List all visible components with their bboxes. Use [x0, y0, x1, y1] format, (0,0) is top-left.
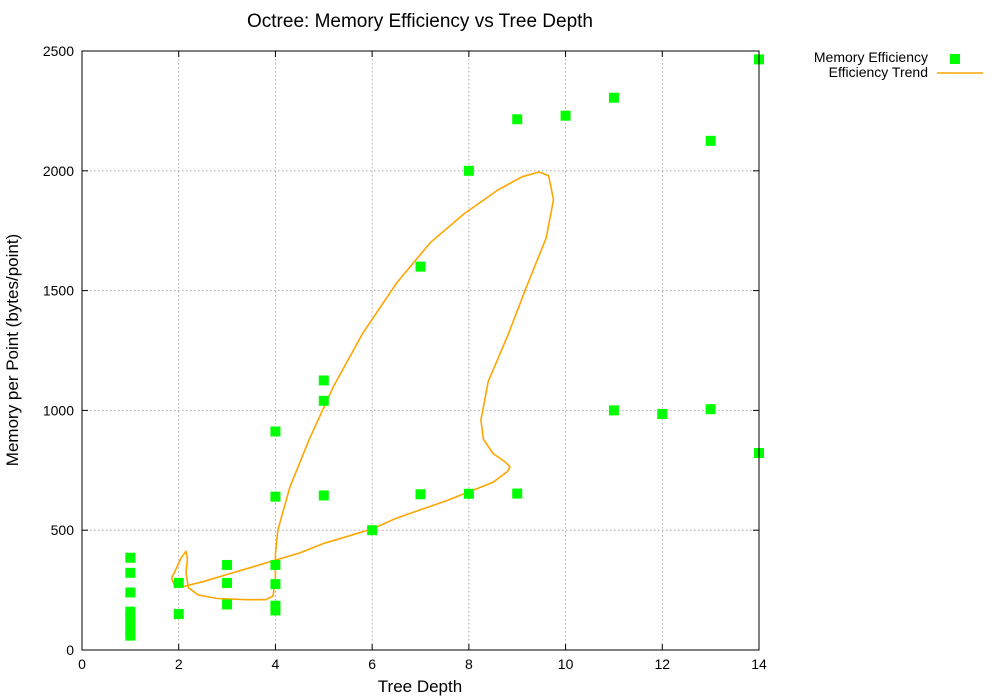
- trend-line-group: [170, 171, 555, 601]
- plot-frame: [81, 50, 760, 651]
- data-point: [270, 491, 281, 502]
- data-point: [318, 395, 329, 406]
- x-tick-label: 6: [368, 656, 376, 672]
- x-tick-label: 10: [558, 656, 574, 672]
- legend-label-memory-efficiency: Memory Efficiency: [814, 49, 928, 65]
- data-point: [463, 488, 474, 499]
- data-point: [125, 619, 136, 630]
- data-point: [125, 606, 136, 617]
- data-point: [415, 261, 426, 272]
- x-tick-labels: 0 2 4 6 8 10 12 14: [78, 656, 767, 672]
- legend: Memory Efficiency Efficiency Trend: [814, 49, 983, 80]
- x-axis-label: Tree Depth: [378, 677, 462, 696]
- data-point: [173, 609, 184, 620]
- data-point: [125, 587, 136, 598]
- data-point: [705, 135, 716, 146]
- axis-ticks: [81, 50, 760, 651]
- data-point: [463, 165, 474, 176]
- data-point: [657, 408, 668, 419]
- y-tick-labels: 0 500 1000 1500 2000 2500: [43, 43, 74, 658]
- x-tick-label: 12: [654, 656, 670, 672]
- x-tick-label: 8: [465, 656, 473, 672]
- y-axis-label: Memory per Point (bytes/point): [3, 234, 22, 466]
- data-point: [125, 630, 136, 641]
- data-point: [222, 599, 233, 610]
- data-point: [705, 404, 716, 415]
- data-point: [318, 375, 329, 386]
- data-point: [222, 559, 233, 570]
- legend-swatch-memory-efficiency: [950, 54, 960, 64]
- data-point: [608, 92, 619, 103]
- data-point: [173, 577, 184, 588]
- y-tick-label: 500: [51, 522, 75, 538]
- y-tick-label: 1500: [43, 283, 74, 299]
- legend-label-efficiency-trend: Efficiency Trend: [829, 64, 928, 80]
- data-point: [270, 426, 281, 437]
- data-point: [318, 490, 329, 501]
- y-tick-label: 0: [66, 642, 74, 658]
- data-point: [560, 110, 571, 121]
- x-tick-label: 14: [751, 656, 767, 672]
- data-point: [415, 489, 426, 500]
- scatter-points: [125, 54, 764, 641]
- y-tick-label: 2500: [43, 43, 74, 59]
- data-point: [125, 612, 136, 623]
- data-point: [512, 488, 523, 499]
- efficiency-trend-line: [170, 171, 555, 601]
- data-point: [125, 552, 136, 563]
- data-point: [512, 114, 523, 125]
- x-tick-label: 2: [175, 656, 183, 672]
- grid-lines: [82, 51, 759, 650]
- data-point: [270, 605, 281, 616]
- data-point: [125, 567, 136, 578]
- data-point: [608, 405, 619, 416]
- data-point: [367, 525, 378, 536]
- x-tick-label: 0: [78, 656, 86, 672]
- data-point: [222, 577, 233, 588]
- chart-title: Octree: Memory Efficiency vs Tree Depth: [247, 11, 593, 32]
- data-point: [270, 559, 281, 570]
- y-tick-label: 1000: [43, 402, 74, 418]
- x-tick-label: 4: [272, 656, 280, 672]
- y-tick-label: 2000: [43, 163, 74, 179]
- data-point: [270, 579, 281, 590]
